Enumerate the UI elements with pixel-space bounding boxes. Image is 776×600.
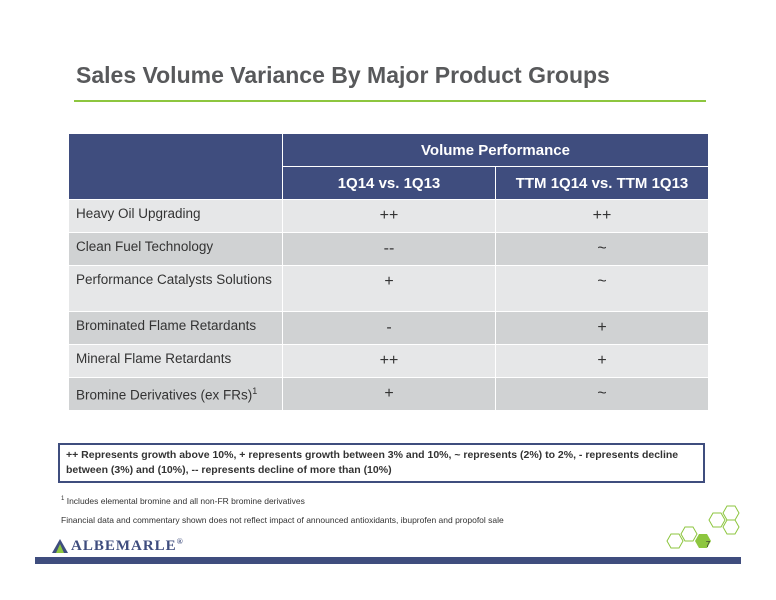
- row-label-text: Bromine Derivatives (ex FRs): [76, 387, 253, 403]
- row-label: Performance Catalysts Solutions: [68, 265, 283, 312]
- footnote-1-text: Includes elemental bromine and all non-F…: [66, 496, 305, 506]
- row-label: Bromine Derivatives (ex FRs)1: [68, 377, 283, 411]
- header-blank-cell: [68, 133, 283, 200]
- row-value-1q14: -: [282, 311, 496, 345]
- row-value-1q14: ++: [282, 344, 496, 378]
- header-volume-performance: Volume Performance: [282, 133, 709, 167]
- row-value-ttm: ~: [495, 377, 709, 411]
- row-value-1q14: +: [282, 377, 496, 411]
- table-row: Clean Fuel Technology -- ~: [68, 232, 709, 266]
- row-value-ttm: ++: [495, 199, 709, 233]
- footer-bar: [35, 557, 741, 564]
- logo-wordmark: ALBEMARLE: [71, 538, 177, 554]
- slide-title: Sales Volume Variance By Major Product G…: [76, 62, 610, 88]
- title-divider: [74, 100, 706, 102]
- row-value-1q14: --: [282, 232, 496, 266]
- header-col-1q14: 1Q14 vs. 1Q13: [282, 166, 496, 200]
- table-row: Bromine Derivatives (ex FRs)1 + ~: [68, 377, 709, 411]
- footnote-marker: 1: [252, 386, 258, 396]
- albemarle-logo: ALBEMARLE®: [52, 537, 184, 555]
- logo-text: ALBEMARLE®: [71, 537, 184, 555]
- row-label: Clean Fuel Technology: [68, 232, 283, 266]
- volume-table: Volume Performance 1Q14 vs. 1Q13 TTM 1Q1…: [68, 133, 709, 411]
- table-row: Mineral Flame Retardants ++ +: [68, 344, 709, 378]
- table-row: Performance Catalysts Solutions + ~: [68, 265, 709, 312]
- row-value-1q14: +: [282, 265, 496, 312]
- row-label: Brominated Flame Retardants: [68, 311, 283, 345]
- footnote-1-marker: 1: [61, 496, 65, 503]
- row-value-ttm: ~: [495, 265, 709, 312]
- hexagon-pattern-icon: [666, 505, 740, 549]
- row-value-ttm: ~: [495, 232, 709, 266]
- footnote-1: 1 Includes elemental bromine and all non…: [61, 496, 305, 506]
- hexagon-decoration: [660, 500, 744, 560]
- logo-registered-mark: ®: [176, 537, 184, 546]
- table-row: Heavy Oil Upgrading ++ ++: [68, 199, 709, 233]
- row-value-1q14: ++: [282, 199, 496, 233]
- page-number: 7: [705, 540, 711, 549]
- legend-box: ++ Represents growth above 10%, + repres…: [58, 443, 705, 483]
- footnote-2: Financial data and commentary shown does…: [61, 515, 504, 525]
- header-col-ttm: TTM 1Q14 vs. TTM 1Q13: [495, 166, 709, 200]
- row-value-ttm: +: [495, 344, 709, 378]
- row-label: Mineral Flame Retardants: [68, 344, 283, 378]
- row-label: Heavy Oil Upgrading: [68, 199, 283, 233]
- logo-mark-icon: [52, 539, 68, 553]
- table-row: Brominated Flame Retardants - +: [68, 311, 709, 345]
- row-value-ttm: +: [495, 311, 709, 345]
